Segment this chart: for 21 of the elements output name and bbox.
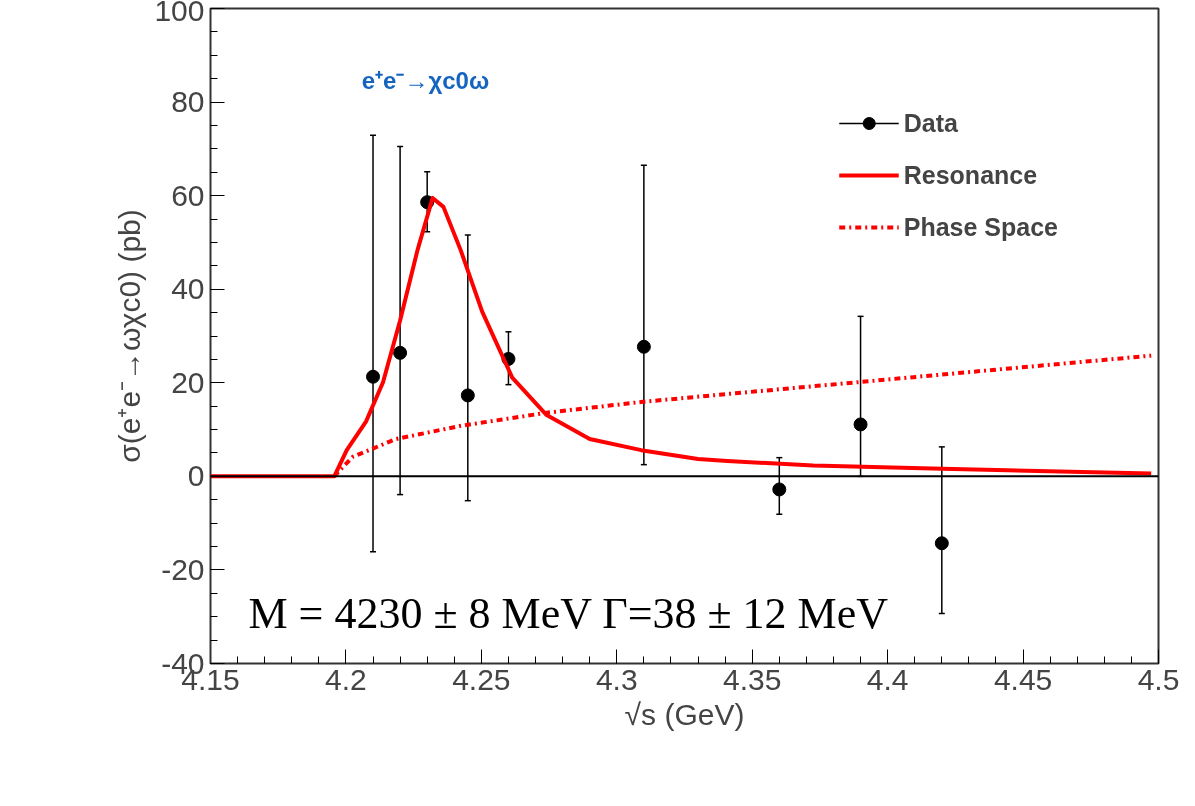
y-tick-label: 0: [187, 459, 205, 493]
legend-label: Phase Space: [903, 212, 1058, 242]
y-tick-label: -20: [161, 552, 205, 586]
x-tick-label: 4.45: [993, 662, 1053, 696]
legend-label: Resonance: [903, 160, 1038, 190]
x-tick-label: 4.25: [452, 662, 511, 696]
y-axis-title: σ(e⁺e⁻→ωχc0) (pb): [113, 209, 147, 463]
x-tick-label: 4.35: [723, 662, 782, 696]
y-tick-label: 40: [171, 272, 205, 306]
x-axis-title: √s (GeV): [624, 697, 745, 731]
annotation: M = 4230 ± 8 MeV Γ=38 ± 12 MeV: [248, 588, 889, 638]
x-tick-label: 4.5: [1137, 662, 1180, 696]
y-tick-label: 20: [171, 365, 205, 399]
y-tick-label: 100: [154, 0, 205, 27]
x-tick-label: 4.2: [325, 662, 367, 696]
y-tick-label: 60: [171, 178, 205, 212]
x-tick-label: 4.4: [866, 662, 909, 696]
legend-label: Data: [903, 108, 958, 138]
y-tick-label: 80: [171, 85, 205, 119]
annotation: e⁺e⁻→χc0ω: [361, 67, 490, 94]
x-tick-label: 4.3: [595, 662, 638, 696]
